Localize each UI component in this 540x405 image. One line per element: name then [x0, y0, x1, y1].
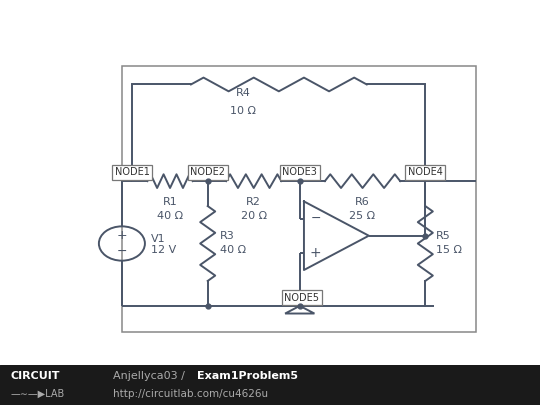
Text: R1: R1 [163, 197, 178, 207]
Text: +: + [310, 246, 321, 260]
Text: R4: R4 [236, 89, 251, 98]
Text: −: − [310, 212, 321, 225]
Text: R2: R2 [246, 197, 261, 207]
Text: 15 Ω: 15 Ω [436, 245, 462, 255]
Text: V1: V1 [151, 234, 166, 244]
Text: Exam1Problem5: Exam1Problem5 [197, 371, 298, 381]
Text: —∼—▶LAB: —∼—▶LAB [11, 389, 65, 399]
Text: NODE4: NODE4 [408, 167, 443, 177]
Text: 20 Ω: 20 Ω [241, 211, 267, 221]
Text: NODE3: NODE3 [282, 167, 317, 177]
Text: +: + [117, 229, 127, 242]
Text: CIRCUIT: CIRCUIT [11, 371, 60, 381]
Text: Anjellyca03 /: Anjellyca03 / [113, 371, 189, 381]
Text: 10 Ω: 10 Ω [230, 106, 256, 116]
Text: −: − [117, 245, 127, 258]
Text: R6: R6 [355, 197, 370, 207]
Text: NODE5: NODE5 [285, 293, 319, 303]
Text: 40 Ω: 40 Ω [220, 245, 246, 255]
Text: 25 Ω: 25 Ω [349, 211, 376, 221]
Text: NODE2: NODE2 [190, 167, 225, 177]
Text: http://circuitlab.com/cu4626u: http://circuitlab.com/cu4626u [113, 389, 268, 399]
Text: R3: R3 [220, 231, 235, 241]
Text: NODE1: NODE1 [115, 167, 150, 177]
Text: R5: R5 [436, 231, 450, 241]
Text: 40 Ω: 40 Ω [157, 211, 183, 221]
Bar [122, 66, 476, 333]
Text: 12 V: 12 V [151, 245, 177, 256]
